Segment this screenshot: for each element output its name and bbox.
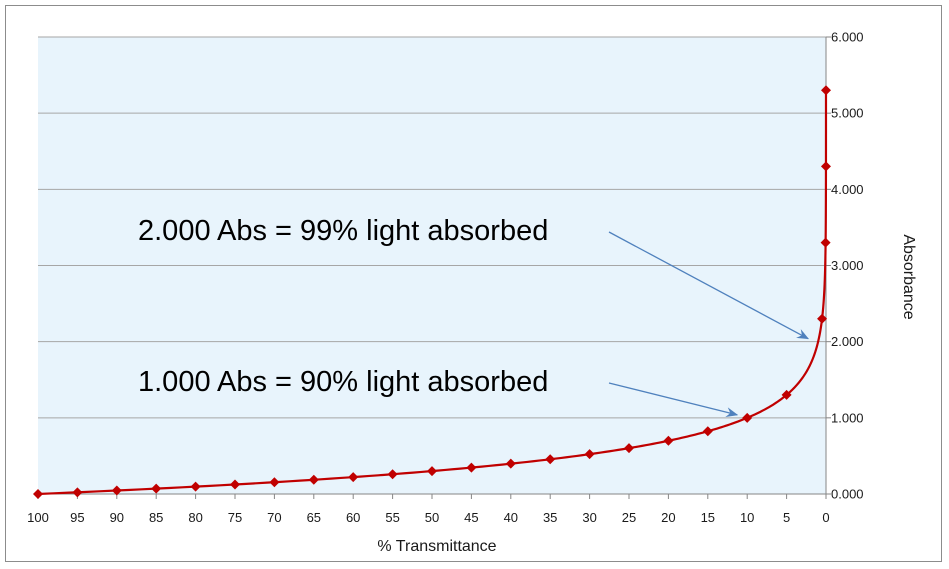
- gridlines: [38, 36, 826, 419]
- x-tick-label: 10: [740, 510, 754, 525]
- data-point: [190, 481, 201, 492]
- annotation-label-90-percent: 1.000 Abs = 90% light absorbed: [138, 366, 548, 398]
- data-point: [817, 313, 828, 324]
- data-point: [427, 466, 437, 477]
- data-point: [466, 462, 477, 473]
- x-tick-label: 0: [822, 510, 829, 525]
- data-point: [505, 458, 516, 469]
- x-tick-label: 70: [267, 510, 281, 525]
- x-tick-label: 25: [622, 510, 636, 525]
- y-tick-label: 4.000: [831, 182, 864, 197]
- x-tick-label: 100: [27, 510, 49, 525]
- y-axis-title: Absorbance: [900, 234, 917, 319]
- data-point: [624, 443, 634, 454]
- x-tick-label: 40: [504, 510, 518, 525]
- x-tick-label: 45: [464, 510, 478, 525]
- x-tick-label: 35: [543, 510, 557, 525]
- x-tick-label: 50: [425, 510, 439, 525]
- x-tick-label: 80: [188, 510, 202, 525]
- annotation-arrow-90-percent: [608, 382, 739, 418]
- data-point: [151, 483, 162, 494]
- annotation-label-99-percent: 2.000 Abs = 99% light absorbed: [138, 215, 548, 247]
- x-tick-label: 95: [70, 510, 84, 525]
- x-tick-label: 85: [149, 510, 163, 525]
- data-point: [702, 426, 713, 437]
- data-point: [545, 454, 556, 465]
- series-absorbance: [33, 85, 831, 499]
- data-point: [72, 487, 83, 498]
- series-line: [37, 90, 828, 496]
- data-point: [820, 85, 831, 96]
- x-tick-label: 90: [110, 510, 124, 525]
- data-point: [781, 389, 792, 400]
- data-point: [33, 489, 43, 499]
- x-tick-label: 15: [701, 510, 715, 525]
- x-tick-label: 5: [783, 510, 790, 525]
- data-point: [308, 474, 319, 485]
- data-point: [584, 449, 595, 460]
- x-axis-title: % Transmittance: [377, 538, 496, 555]
- data-point: [742, 412, 753, 423]
- y-tick-label: 6.000: [831, 30, 864, 45]
- x-tick-label: 55: [385, 510, 399, 525]
- data-point: [269, 477, 280, 488]
- y-tick-label: 3.000: [831, 258, 864, 273]
- x-tick-label: 75: [228, 510, 242, 525]
- x-tick-label: 30: [582, 510, 596, 525]
- data-point: [111, 485, 122, 496]
- x-tick-label: 60: [346, 510, 360, 525]
- x-tick-label: 65: [307, 510, 321, 525]
- data-point: [387, 469, 398, 480]
- x-tick-label: 20: [661, 510, 675, 525]
- data-point: [820, 237, 831, 248]
- data-point: [820, 161, 831, 172]
- y-tick-label: 5.000: [831, 106, 864, 121]
- annotation-arrow-99-percent: [608, 231, 810, 340]
- annotations: 2.000 Abs = 99% light absorbed 1.000 Abs…: [138, 215, 810, 418]
- y-tick-label: 2.000: [831, 334, 864, 349]
- data-point: [663, 435, 674, 446]
- y-tick-label: 0.000: [831, 487, 864, 502]
- data-point: [348, 472, 359, 483]
- y-tick-label: 1.000: [831, 410, 864, 425]
- data-point: [230, 479, 240, 490]
